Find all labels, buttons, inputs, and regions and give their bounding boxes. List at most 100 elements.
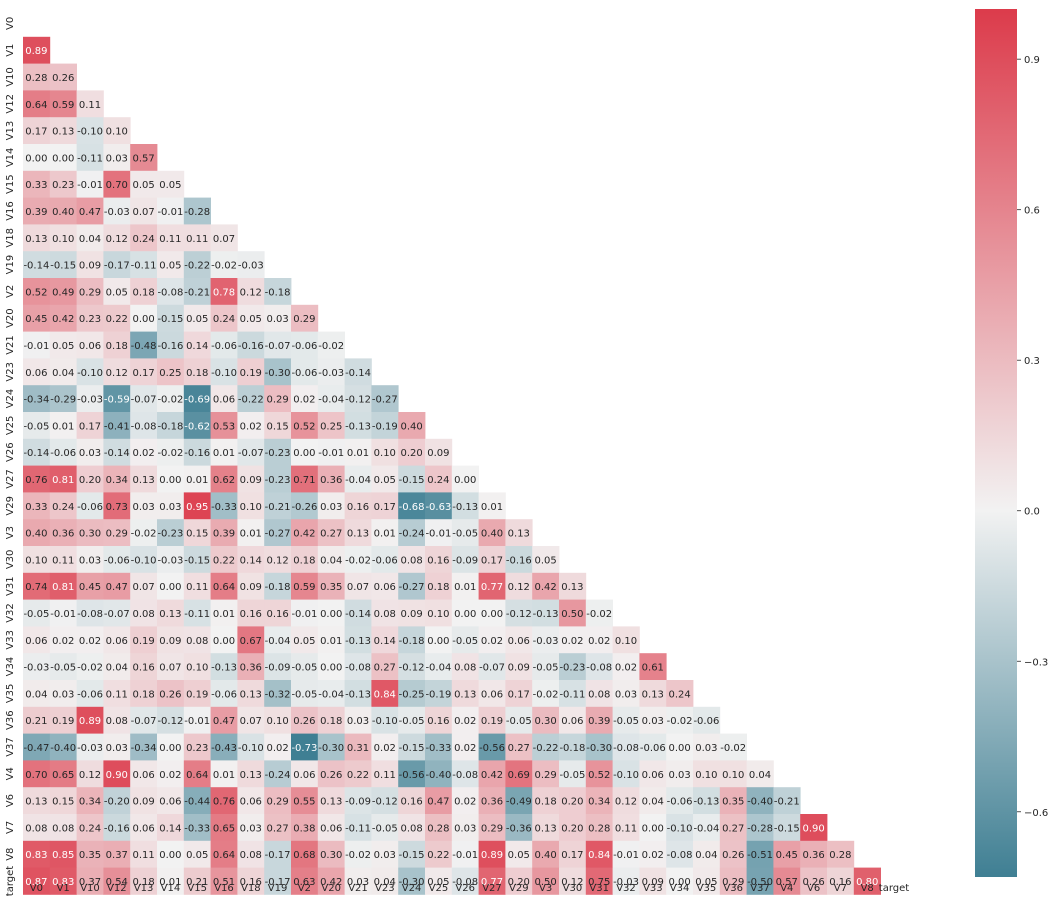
heatmap-cell xyxy=(23,814,51,842)
cell-label: -0.18 xyxy=(157,421,183,432)
heatmap-cell xyxy=(585,733,613,761)
cell-label: -0.01 xyxy=(50,609,76,620)
cell-label: 0.11 xyxy=(79,100,101,111)
cell-label: 0.01 xyxy=(213,448,235,459)
cell-label: -0.07 xyxy=(131,716,157,727)
cell-label: 0.19 xyxy=(52,716,74,727)
cell-label: -0.30 xyxy=(586,743,612,754)
heatmap-cell xyxy=(23,546,51,574)
cell-label: 0.01 xyxy=(213,770,235,781)
cell-label: 0.26 xyxy=(159,689,181,700)
heatmap-cell xyxy=(157,304,185,332)
heatmap-cell xyxy=(237,814,265,842)
heatmap-cell xyxy=(532,572,560,600)
cell-label: 0.07 xyxy=(132,582,154,593)
cell-label: 0.06 xyxy=(132,823,154,834)
y-tick-label: V7 xyxy=(5,821,16,834)
cell-label: 0.63 xyxy=(293,877,315,888)
heatmap-cell xyxy=(344,438,372,466)
x-tick-label: V30 xyxy=(563,883,583,894)
heatmap-cell xyxy=(183,599,211,627)
cell-label: -0.05 xyxy=(291,663,317,674)
cell-label: 0.00 xyxy=(668,877,690,888)
heatmap-cell xyxy=(559,787,587,815)
cell-label: 0.16 xyxy=(240,609,262,620)
cell-label: -0.04 xyxy=(345,475,371,486)
heatmap-cell xyxy=(585,626,613,654)
cell-label: 0.20 xyxy=(561,823,583,834)
heatmap-cell xyxy=(130,519,158,547)
heatmap-cell xyxy=(425,840,453,868)
heatmap-cell xyxy=(478,519,506,547)
cell-label: 0.64 xyxy=(186,770,208,781)
cell-label: 0.08 xyxy=(400,555,422,566)
heatmap-cell xyxy=(49,197,77,225)
cell-label: -0.68 xyxy=(399,502,425,513)
cell-label: 0.04 xyxy=(106,663,128,674)
cell-label: -0.21 xyxy=(774,797,800,808)
cell-label: 0.08 xyxy=(106,716,128,727)
heatmap-cell xyxy=(157,519,185,547)
y-tick-label: V27 xyxy=(5,469,16,489)
heatmap-cell xyxy=(49,224,77,252)
cell-label: -0.10 xyxy=(211,368,237,379)
x-tick-label: V1 xyxy=(57,883,70,894)
heatmap-cell xyxy=(264,680,292,708)
heatmap-cell xyxy=(264,358,292,386)
heatmap-cell xyxy=(157,546,185,574)
cell-label: 0.07 xyxy=(347,582,369,593)
heatmap-cell xyxy=(532,760,560,788)
cell-label: 0.29 xyxy=(534,770,556,781)
cell-label: 0.24 xyxy=(213,314,235,325)
heatmap-cell xyxy=(264,546,292,574)
heatmap-cell xyxy=(130,492,158,520)
cell-label: -0.12 xyxy=(399,663,425,674)
cell-label: -0.02 xyxy=(720,743,746,754)
cell-label: 0.02 xyxy=(79,636,101,647)
heatmap-cell xyxy=(291,465,319,493)
cell-label: 0.84 xyxy=(374,689,396,700)
cell-label: -0.34 xyxy=(23,395,49,406)
heatmap-cell xyxy=(49,117,77,145)
cell-label: -0.19 xyxy=(425,689,451,700)
heatmap-cell xyxy=(183,385,211,413)
cell-label: 0.47 xyxy=(79,207,101,218)
cell-label: -0.03 xyxy=(318,368,344,379)
heatmap-cell xyxy=(130,385,158,413)
cell-label: -0.25 xyxy=(399,689,425,700)
cell-label: 0.08 xyxy=(374,609,396,620)
cell-label: 0.22 xyxy=(347,770,369,781)
heatmap-cell xyxy=(76,251,104,279)
cell-label: 0.40 xyxy=(481,529,503,540)
cell-label: 0.39 xyxy=(213,529,235,540)
cell-label: 0.03 xyxy=(668,770,690,781)
heatmap-cell xyxy=(157,760,185,788)
heatmap-cell xyxy=(344,787,372,815)
cell-label: 0.52 xyxy=(25,287,47,298)
heatmap-cell xyxy=(693,760,721,788)
heatmap-cell xyxy=(317,626,345,654)
heatmap-cell xyxy=(559,733,587,761)
heatmap-cell xyxy=(559,680,587,708)
cell-label: 0.01 xyxy=(454,582,476,593)
heatmap-cell xyxy=(371,492,399,520)
heatmap-cell xyxy=(157,170,185,198)
heatmap-cell xyxy=(237,680,265,708)
cell-label: 0.09 xyxy=(400,609,422,620)
cell-label: 0.87 xyxy=(25,877,47,888)
cell-label: 0.16 xyxy=(427,555,449,566)
cell-label: 0.06 xyxy=(213,395,235,406)
y-tick-label: V4 xyxy=(5,767,16,780)
cell-label: 0.03 xyxy=(79,448,101,459)
heatmap-cell xyxy=(371,599,399,627)
heatmap-cell xyxy=(103,117,131,145)
heatmap-cell xyxy=(130,599,158,627)
cell-label: 0.70 xyxy=(106,180,128,191)
cell-label: 0.03 xyxy=(52,689,74,700)
y-tick-label: V16 xyxy=(5,201,16,221)
cell-label: 0.10 xyxy=(240,502,262,513)
heatmap-cell xyxy=(23,412,51,440)
heatmap-cell xyxy=(23,680,51,708)
heatmap-cell xyxy=(157,814,185,842)
cell-label: 0.31 xyxy=(347,743,369,754)
